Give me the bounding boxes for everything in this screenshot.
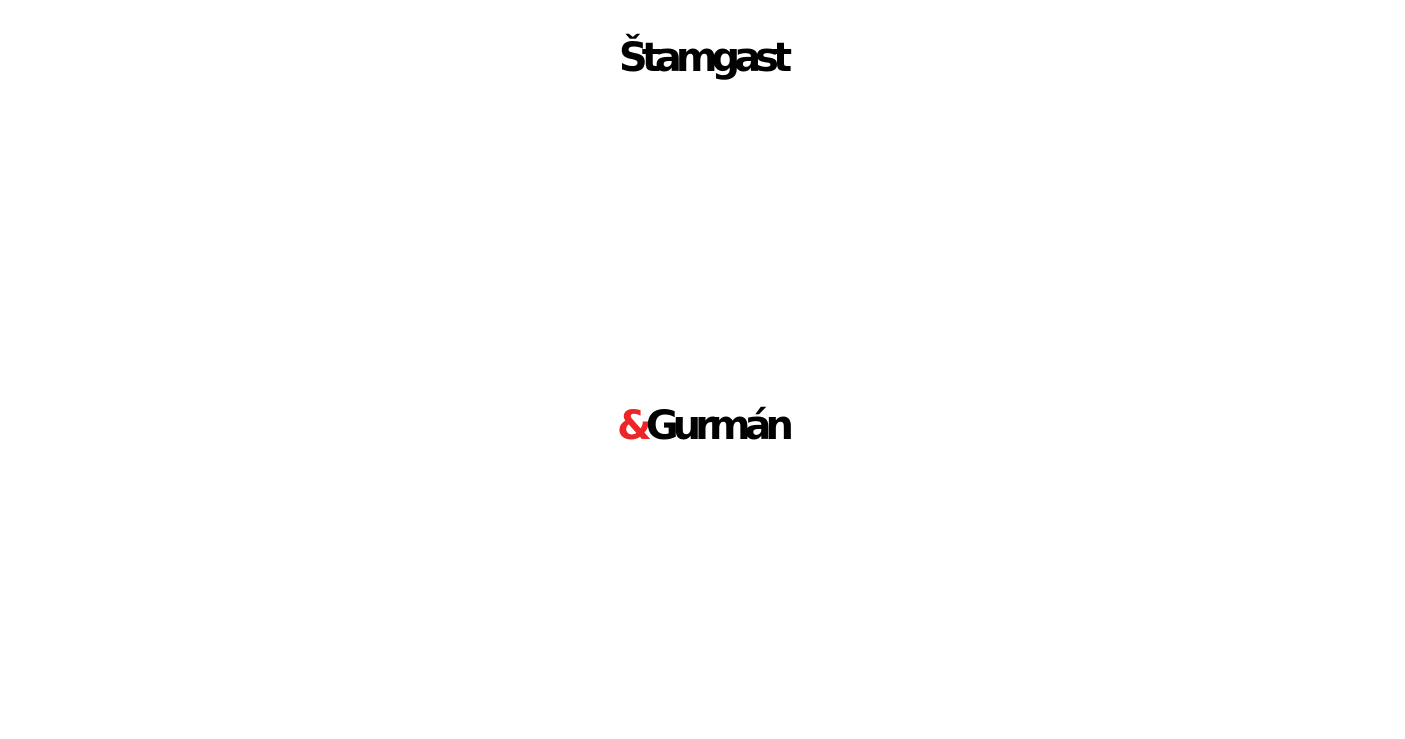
logo-word-gurman: Gurmán [645,403,794,449]
logo-ampersand: & [616,403,652,449]
logo-line-stamgast: Štamgast [0,38,1405,78]
logo-word-stamgast: Štamgast [618,35,792,81]
logo-line-gurman: &Gurmán [0,406,1405,446]
